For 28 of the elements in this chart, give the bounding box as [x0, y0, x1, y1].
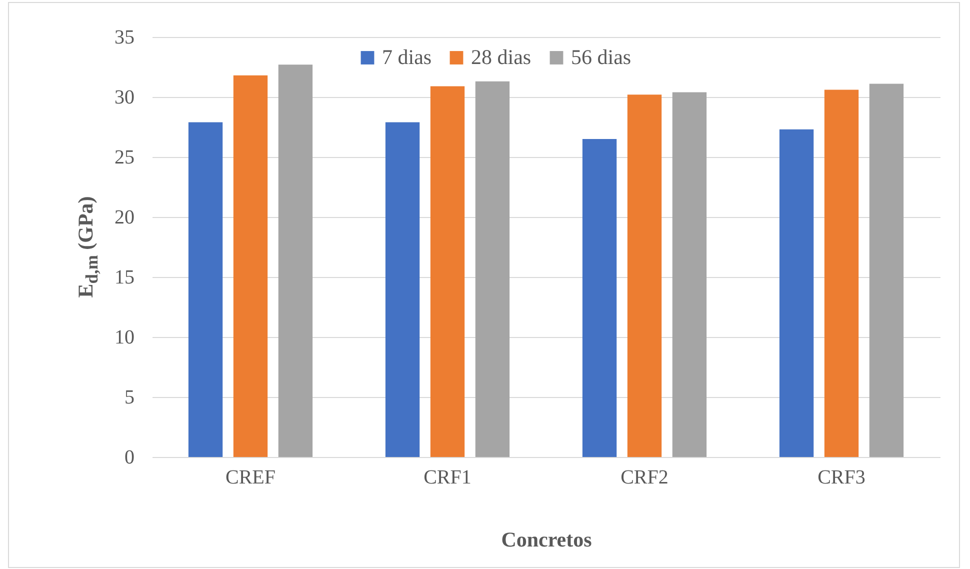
- y-tick-label: 25: [114, 146, 134, 168]
- legend-label: 28 dias: [471, 44, 532, 69]
- y-tick-label: 35: [114, 26, 134, 48]
- x-axis-title: Concretos: [501, 528, 592, 552]
- bar: [475, 81, 510, 457]
- bar: [188, 122, 223, 457]
- y-tick-label: 10: [114, 326, 134, 348]
- bar: [278, 64, 313, 457]
- y-tick-label: 30: [114, 86, 134, 108]
- bar: [385, 122, 420, 457]
- y-tick-label: 0: [124, 446, 134, 468]
- legend-label: 7 dias: [382, 44, 432, 69]
- bar: [582, 139, 617, 457]
- x-tick-label: CREF: [225, 466, 276, 488]
- y-tick-label: 20: [114, 206, 134, 228]
- bar: [824, 90, 859, 457]
- bar: [779, 129, 814, 457]
- x-tick-label: CRF2: [620, 466, 668, 488]
- y-tick-label: 15: [114, 266, 134, 288]
- bar: [869, 84, 904, 457]
- legend-label: 56 dias: [571, 44, 632, 69]
- bar: [627, 94, 662, 457]
- bar: [233, 75, 268, 457]
- bar: [672, 92, 707, 457]
- x-tick-label: CRF3: [818, 466, 866, 488]
- x-tick-label: CRF1: [424, 466, 472, 488]
- bar: [430, 86, 465, 457]
- y-tick-label: 5: [124, 386, 134, 408]
